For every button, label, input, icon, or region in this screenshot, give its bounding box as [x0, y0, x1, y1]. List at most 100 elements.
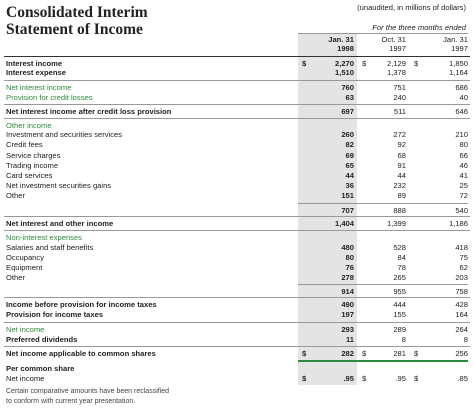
amount: 272: [393, 130, 406, 139]
amount: 686: [455, 83, 468, 92]
amount: 1,378: [386, 68, 406, 77]
amount: 888: [393, 206, 406, 215]
amount: 11: [345, 335, 354, 344]
currency: $: [302, 349, 307, 358]
amount: 69: [345, 151, 354, 160]
amount: 8: [401, 335, 406, 344]
currency: $: [302, 59, 307, 68]
amount: 197: [341, 310, 354, 319]
amount: 92: [397, 140, 406, 149]
amount: 480: [341, 243, 354, 252]
row-label: Net interest income after credit loss pr…: [6, 107, 172, 116]
rule: [4, 56, 470, 57]
amount: 289: [393, 325, 406, 334]
amount: 232: [393, 181, 406, 190]
row-label: Net investment securities gains: [6, 181, 112, 190]
row-label: Provision for income taxes: [6, 310, 104, 319]
amount: 2,270: [334, 59, 354, 68]
amount: 428: [455, 300, 468, 309]
amount: 25: [459, 181, 468, 190]
amount: 66: [459, 151, 468, 160]
row-label: Preferred dividends: [6, 335, 78, 344]
row-label: Investment and securities services: [6, 130, 123, 139]
amount: 256: [455, 349, 468, 358]
amount: 282: [341, 349, 354, 358]
row-label: Occupancy: [6, 253, 44, 262]
amount: 418: [455, 243, 468, 252]
amount: 1,850: [448, 59, 468, 68]
currency: $: [362, 59, 367, 68]
amount: 82: [345, 140, 354, 149]
footnote: to conform with current year presentatio…: [6, 398, 136, 405]
amount: 646: [455, 107, 468, 116]
amount: 511: [393, 107, 406, 116]
amount: 278: [341, 273, 354, 282]
column-header: Jan. 31: [443, 35, 468, 44]
amount: .95: [343, 374, 354, 383]
row-label: Other: [6, 191, 25, 200]
amount: 265: [393, 273, 406, 282]
green-rule: [298, 360, 468, 362]
currency: $: [414, 349, 419, 358]
amount: 260: [341, 130, 354, 139]
rule: [4, 297, 470, 298]
amount: 540: [455, 206, 468, 215]
row-label: Net interest income: [6, 83, 72, 92]
currency: $: [362, 349, 367, 358]
rule: [4, 216, 470, 217]
amount: 62: [459, 263, 468, 272]
period: For the three months ended: [372, 23, 466, 32]
rule: [4, 118, 470, 119]
amount: 490: [341, 300, 354, 309]
amount: 758: [455, 287, 468, 296]
rule: [4, 322, 470, 323]
amount: 68: [397, 151, 406, 160]
amount: 80: [459, 140, 468, 149]
row-label: Other income: [6, 121, 52, 130]
amount: 44: [397, 171, 406, 180]
currency: $: [302, 374, 307, 383]
amount: 36: [345, 181, 354, 190]
amount: 164: [455, 310, 468, 319]
column-header: 1997: [389, 44, 406, 53]
amount: 72: [459, 191, 468, 200]
row-label: Other: [6, 273, 25, 282]
amount: 78: [397, 263, 406, 272]
amount: 444: [393, 300, 406, 309]
currency: $: [362, 374, 367, 383]
amount: 1,186: [448, 219, 468, 228]
row-label: Interest income: [6, 59, 63, 68]
amount: .85: [457, 374, 468, 383]
currency: $: [414, 59, 419, 68]
column-header: 1997: [451, 44, 468, 53]
amount: 240: [393, 93, 406, 102]
amount: 281: [393, 349, 406, 358]
row-label: Trading income: [6, 161, 59, 170]
row-label: Provision for credit losses: [6, 93, 93, 102]
amount: 1,510: [334, 68, 354, 77]
amount: 1,404: [334, 219, 354, 228]
row-label: Interest expense: [6, 68, 66, 77]
rule: [298, 284, 468, 285]
amount: 760: [341, 83, 354, 92]
rule: [4, 230, 470, 231]
amount: 1,399: [386, 219, 406, 228]
title: Statement of Income: [6, 21, 143, 38]
rule: [4, 104, 470, 105]
row-label: Net interest and other income: [6, 219, 114, 228]
amount: 528: [393, 243, 406, 252]
amount: 91: [397, 161, 406, 170]
amount: 914: [341, 287, 354, 296]
amount: 44: [345, 171, 354, 180]
row-label: Net income: [6, 325, 45, 334]
row-label: Service charges: [6, 151, 61, 160]
amount: 151: [341, 191, 354, 200]
amount: 75: [459, 253, 468, 262]
column-header: 1998: [337, 44, 354, 53]
amount: .95: [395, 374, 406, 383]
amount: 955: [393, 287, 406, 296]
amount: 697: [341, 107, 354, 116]
rule: [4, 80, 470, 81]
current-column-shade: [298, 33, 357, 385]
